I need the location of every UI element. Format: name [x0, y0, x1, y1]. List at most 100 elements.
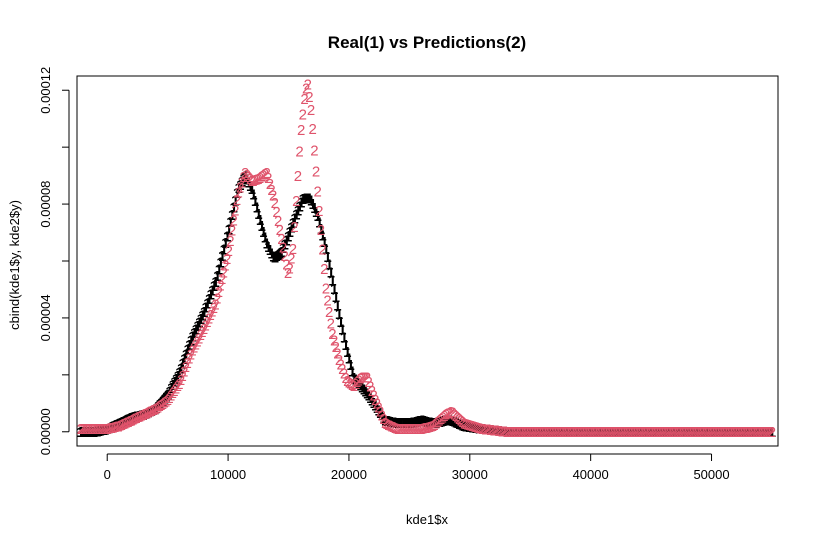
point-marker: 1	[445, 412, 453, 429]
point-marker: 2	[238, 174, 246, 191]
point-marker: 1	[141, 406, 149, 423]
point-marker: 2	[241, 165, 249, 182]
point-marker: 2	[351, 376, 359, 393]
point-marker: 1	[345, 351, 353, 368]
point-marker: 2	[728, 424, 736, 441]
point-marker: 2	[90, 421, 98, 438]
point-marker: 2	[751, 424, 759, 441]
point-marker: 2	[174, 378, 182, 395]
point-marker: 2	[681, 424, 689, 441]
point-marker: 2	[766, 424, 774, 441]
point-marker: 2	[544, 424, 552, 441]
point-marker: 1	[580, 424, 588, 441]
point-marker: 1	[756, 424, 764, 441]
point-marker: 1	[221, 235, 229, 252]
point-marker: 2	[707, 424, 715, 441]
point-marker: 2	[215, 284, 223, 301]
point-marker: 1	[616, 424, 624, 441]
point-marker: 2	[590, 424, 598, 441]
point-marker: 1	[725, 424, 733, 441]
point-marker: 1	[750, 424, 758, 441]
point-marker: 1	[486, 422, 494, 439]
point-marker: 2	[552, 424, 560, 441]
point-marker: 2	[763, 424, 771, 441]
point-marker: 2	[626, 424, 634, 441]
point-marker: 1	[379, 410, 387, 427]
point-marker: 1	[318, 227, 326, 244]
point-marker: 1	[350, 370, 358, 387]
point-marker: 1	[396, 415, 404, 432]
point-marker: 2	[392, 421, 400, 438]
point-marker: 1	[638, 424, 646, 441]
point-marker: 1	[239, 170, 247, 187]
point-marker: 2	[272, 204, 280, 221]
point-marker: 2	[365, 374, 373, 391]
point-marker: 1	[661, 424, 669, 441]
point-marker: 1	[578, 424, 586, 441]
point-marker: 1	[662, 424, 670, 441]
point-marker: 2	[137, 408, 145, 425]
point-marker: 2	[669, 424, 677, 441]
point-marker: 2	[610, 424, 618, 441]
point-marker: 1	[234, 180, 242, 197]
point-marker: 2	[170, 383, 178, 400]
point-marker: 2	[399, 421, 407, 438]
point-marker: 2	[361, 370, 369, 387]
point-marker: 2	[440, 408, 448, 425]
point-marker: 1	[429, 415, 437, 432]
point-marker: 1	[633, 424, 641, 441]
point-marker: 1	[279, 240, 287, 257]
point-marker: 2	[182, 359, 190, 376]
point-marker: 1	[210, 278, 218, 295]
point-marker: 1	[761, 424, 769, 441]
point-marker: 1	[631, 424, 639, 441]
point-marker: 1	[332, 289, 340, 306]
point-marker: 2	[244, 169, 252, 186]
point-marker: 1	[333, 298, 341, 315]
point-marker: 1	[353, 374, 361, 391]
point-marker: 1	[238, 174, 246, 191]
point-marker: 2	[572, 424, 580, 441]
plot-frame	[76, 75, 779, 447]
point-marker: 1	[630, 424, 638, 441]
point-marker: 1	[480, 421, 488, 438]
point-marker: 2	[368, 383, 376, 400]
point-marker: 1	[170, 374, 178, 391]
point-marker: 1	[569, 424, 577, 441]
point-marker: 2	[376, 403, 384, 420]
point-marker: 2	[111, 419, 119, 436]
point-marker: 2	[580, 424, 588, 441]
point-marker: 2	[644, 424, 652, 441]
point-marker: 1	[174, 368, 182, 385]
point-marker: 1	[432, 415, 440, 432]
point-marker: 2	[338, 361, 346, 378]
point-marker: 2	[295, 143, 303, 160]
point-marker: 2	[236, 180, 244, 197]
point-marker: 1	[292, 206, 300, 223]
point-marker: 1	[467, 419, 475, 436]
point-marker: 1	[108, 419, 116, 436]
point-marker: 2	[755, 424, 763, 441]
point-marker: 2	[417, 421, 425, 438]
point-marker: 2	[220, 264, 228, 281]
point-marker: 2	[109, 419, 117, 436]
point-marker: 2	[499, 423, 507, 440]
point-marker: 2	[407, 421, 415, 438]
point-marker: 2	[373, 396, 381, 413]
point-marker: 1	[644, 424, 652, 441]
point-marker: 2	[603, 424, 611, 441]
point-marker: 1	[684, 424, 692, 441]
point-marker: 2	[434, 414, 442, 431]
point-marker: 2	[243, 167, 251, 184]
point-marker: 1	[732, 424, 740, 441]
point-marker: 2	[397, 421, 405, 438]
point-marker: 1	[376, 405, 384, 422]
point-marker: 2	[256, 170, 264, 187]
point-marker: 2	[470, 418, 478, 435]
point-marker: 1	[388, 414, 396, 431]
point-marker: 2	[458, 414, 466, 431]
point-marker: 1	[654, 424, 662, 441]
point-marker: 1	[452, 414, 460, 431]
point-marker: 2	[467, 417, 475, 434]
point-marker: 2	[141, 406, 149, 423]
